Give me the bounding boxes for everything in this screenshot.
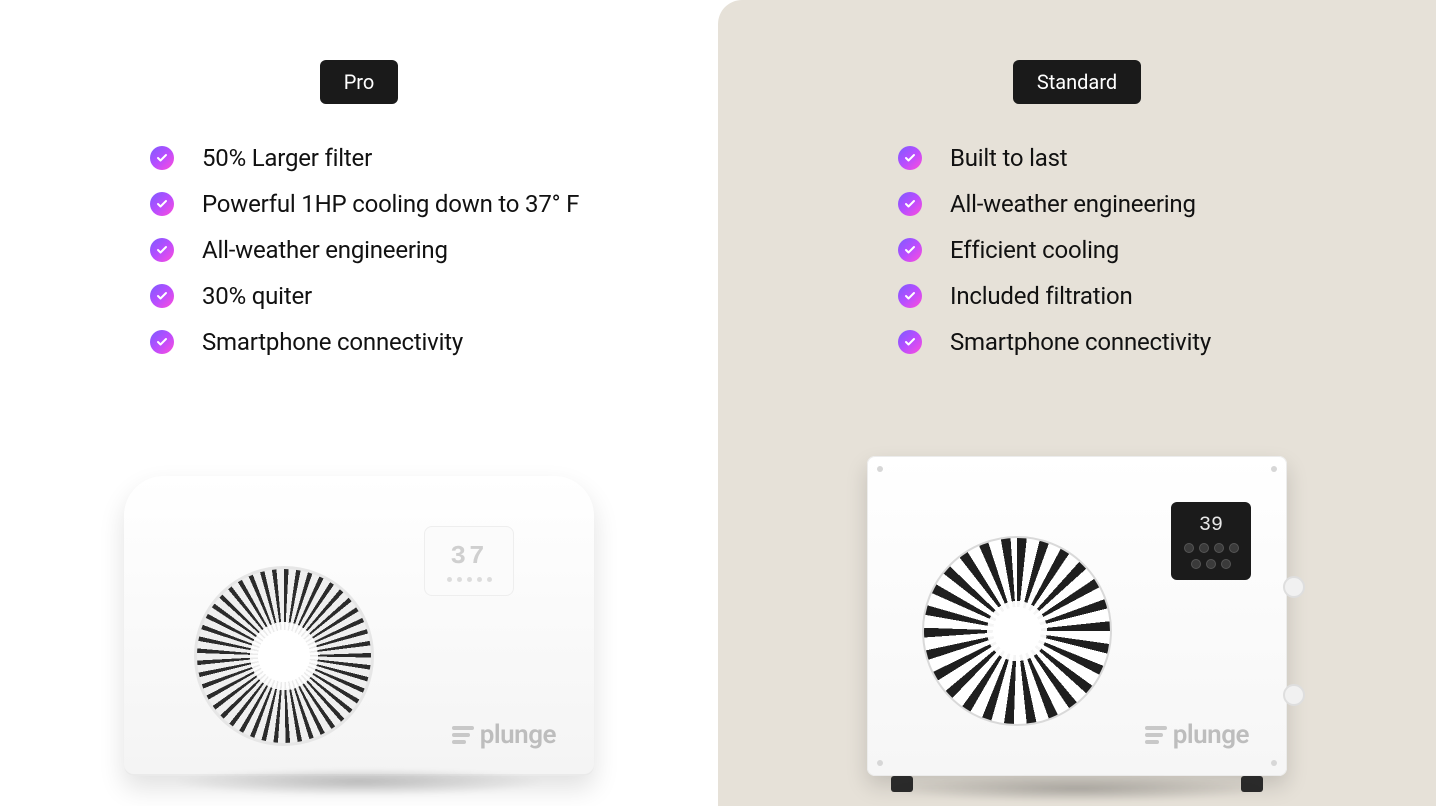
- feature-text: Smartphone connectivity: [950, 328, 1211, 356]
- panel-standard: Standard Built to last All-weather engin…: [718, 0, 1436, 806]
- standard-display-temp: 39: [1199, 514, 1223, 537]
- shadow-icon: [888, 776, 1266, 802]
- pro-display-panel: 37: [424, 526, 514, 596]
- check-icon: [898, 330, 922, 354]
- badge-wrap: Standard: [718, 60, 1436, 144]
- pipe-icon: [1283, 684, 1305, 706]
- rivet-icon: [877, 466, 883, 472]
- check-icon: [150, 238, 174, 262]
- feature-item: Smartphone connectivity: [898, 328, 1376, 356]
- feature-text: All-weather engineering: [202, 236, 448, 264]
- check-icon: [150, 284, 174, 308]
- feature-item: Efficient cooling: [898, 236, 1376, 264]
- display-indicators-icon: [447, 577, 492, 582]
- feature-text: Powerful 1HP cooling down to 37° F: [202, 190, 579, 218]
- pro-feature-list: 50% Larger filter Powerful 1HP cooling d…: [0, 144, 718, 356]
- brand-bars-icon: [1145, 726, 1167, 744]
- feature-text: 50% Larger filter: [202, 144, 372, 172]
- pro-badge: Pro: [320, 60, 399, 104]
- feature-item: Built to last: [898, 144, 1376, 172]
- standard-display-panel: 39: [1171, 502, 1251, 580]
- brand-text: plunge: [1173, 720, 1249, 750]
- feature-text: Built to last: [950, 144, 1067, 172]
- standard-badge: Standard: [1013, 60, 1141, 104]
- feature-text: Smartphone connectivity: [202, 328, 463, 356]
- check-icon: [150, 192, 174, 216]
- badge-wrap: Pro: [0, 60, 718, 144]
- feature-text: All-weather engineering: [950, 190, 1196, 218]
- check-icon: [898, 192, 922, 216]
- brand-bars-icon: [452, 726, 474, 744]
- feature-item: Smartphone connectivity: [150, 328, 658, 356]
- check-icon: [150, 330, 174, 354]
- standard-chiller-image: 39 plunge: [867, 456, 1287, 776]
- shadow-icon: [171, 768, 547, 796]
- feature-item: Powerful 1HP cooling down to 37° F: [150, 190, 658, 218]
- feature-item: 50% Larger filter: [150, 144, 658, 172]
- check-icon: [150, 146, 174, 170]
- feature-text: Efficient cooling: [950, 236, 1119, 264]
- feature-text: 30% quiter: [202, 282, 312, 310]
- fan-grille-icon: [194, 566, 374, 746]
- brand-logo: plunge: [452, 720, 556, 750]
- pro-display-temp: 37: [450, 541, 487, 571]
- rivet-icon: [877, 760, 883, 766]
- pro-chiller-image: 37 plunge: [124, 476, 594, 776]
- feature-item: All-weather engineering: [150, 236, 658, 264]
- display-buttons-icon: [1191, 559, 1231, 569]
- brand-text: plunge: [480, 720, 556, 750]
- feature-item: All-weather engineering: [898, 190, 1376, 218]
- check-icon: [898, 146, 922, 170]
- check-icon: [898, 284, 922, 308]
- feature-item: Included filtration: [898, 282, 1376, 310]
- pro-product-area: 37 plunge: [0, 476, 718, 776]
- rivet-icon: [1271, 466, 1277, 472]
- pipe-icon: [1283, 576, 1305, 598]
- feature-item: 30% quiter: [150, 282, 658, 310]
- check-icon: [898, 238, 922, 262]
- feature-text: Included filtration: [950, 282, 1133, 310]
- fan-grille-icon: [922, 536, 1112, 726]
- panel-pro: Pro 50% Larger filter Powerful 1HP cooli…: [0, 0, 718, 806]
- brand-logo: plunge: [1145, 720, 1249, 750]
- standard-product-area: 39 plunge: [718, 456, 1436, 776]
- display-buttons-icon: [1184, 543, 1239, 553]
- rivet-icon: [1271, 760, 1277, 766]
- standard-feature-list: Built to last All-weather engineering Ef…: [718, 144, 1436, 356]
